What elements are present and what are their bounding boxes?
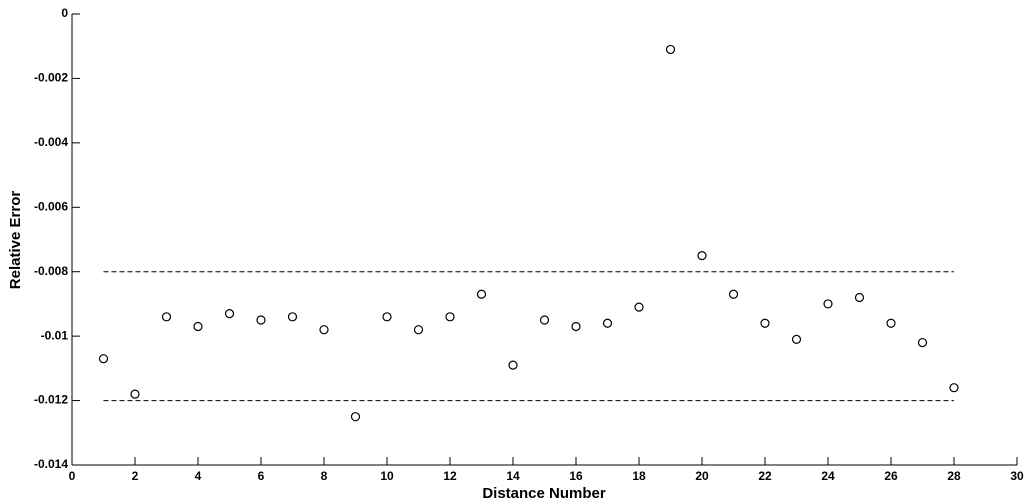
data-point [823,299,833,309]
data-point [476,289,487,299]
data-point [287,312,298,322]
data-point [413,325,424,335]
data-point [350,412,361,422]
data-point [98,354,109,364]
data-point [791,334,802,344]
y-tick-label: -0.006 [34,199,68,213]
x-tick-label: 30 [1010,469,1024,483]
x-tick-label: 22 [758,469,772,483]
x-tick-label: 2 [132,469,139,483]
data-point [256,315,266,325]
y-tick-label: -0.012 [34,393,68,407]
data-point [193,321,203,332]
data-point [382,312,392,322]
y-tick-label: 0 [61,6,68,20]
y-tick-label: -0.004 [34,135,68,149]
y-tick-label: -0.01 [41,328,69,342]
data-point [130,389,140,399]
x-tick-label: 14 [506,469,520,483]
data-point [886,318,896,328]
data-point [161,312,172,322]
data-point [319,325,329,335]
data-point [665,44,676,55]
data-point [445,312,455,322]
data-point [917,337,928,348]
data-point [634,302,644,312]
x-tick-label: 16 [569,469,583,483]
data-point [602,318,613,328]
data-point [539,315,550,325]
x-tick-label: 12 [443,469,457,483]
x-tick-label: 20 [695,469,709,483]
x-tick-label: 18 [632,469,646,483]
x-tick-label: 10 [380,469,394,483]
data-point [728,289,739,299]
data-point [571,321,581,332]
x-tick-label: 4 [195,469,202,483]
data-point [224,308,235,319]
x-axis-label: Distance Number [482,485,606,502]
data-point [508,360,518,370]
y-tick-label: -0.008 [34,264,68,278]
x-tick-label: 24 [821,469,835,483]
x-tick-label: 26 [884,469,898,483]
x-tick-label: 6 [258,469,265,483]
data-point [697,251,707,261]
y-tick-label: -0.002 [34,71,68,85]
data-point [854,292,865,303]
data-point [760,318,770,328]
x-tick-label: 28 [947,469,961,483]
x-tick-label: 0 [69,469,76,483]
y-tick-label: -0.014 [34,457,68,471]
y-axis-label: Relative Error [7,191,24,290]
x-tick-label: 8 [321,469,328,483]
data-point [949,383,959,393]
